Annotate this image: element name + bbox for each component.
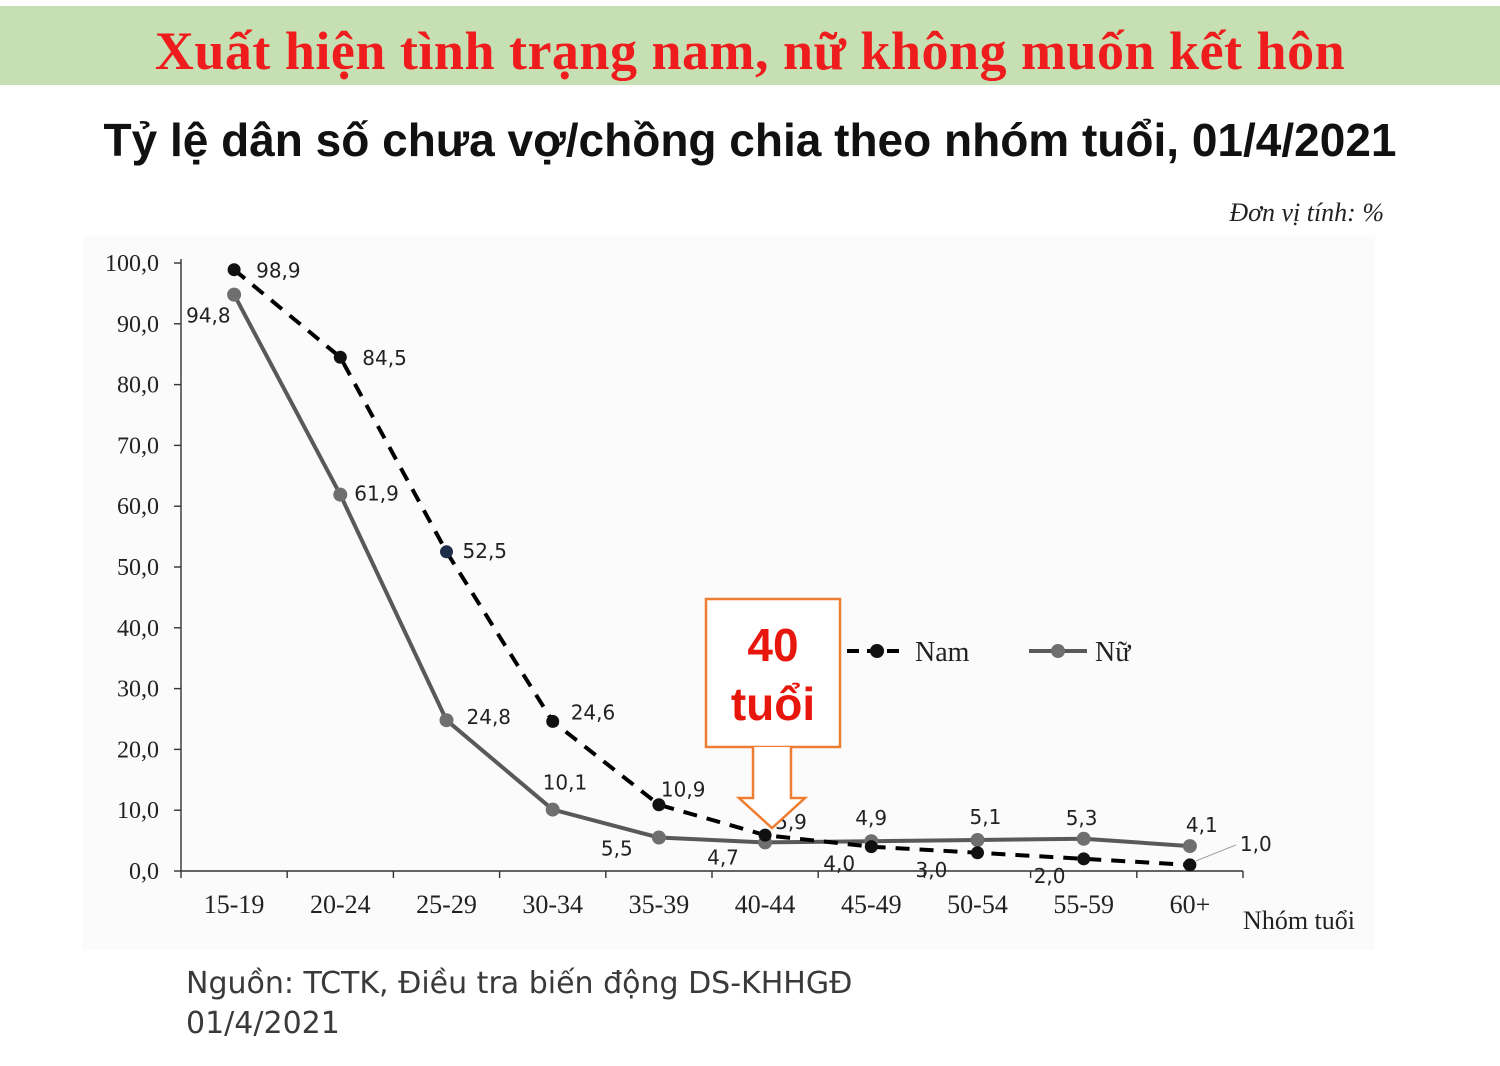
series-nam-line (232, 268, 1191, 867)
source-line-1: Nguồn: TCTK, Điều tra biến động DS-KHHGĐ (186, 966, 853, 1001)
y-tick-label: 30,0 (117, 677, 159, 703)
series-nu-data-label: 10,1 (543, 771, 588, 795)
series-nam-point (971, 846, 984, 860)
series-nam-point (1077, 852, 1091, 866)
y-tick-label: 90,0 (117, 312, 159, 338)
series-nu-point (545, 802, 560, 817)
series-nu-data-label: 5,1 (970, 805, 1002, 829)
series-nam-point (227, 263, 241, 277)
y-tick-label: 100,0 (105, 251, 159, 277)
series-nu-point (970, 832, 985, 847)
series-nu-point (227, 287, 242, 302)
legend-nu-label: Nữ (1095, 637, 1131, 668)
series-nu-point (333, 487, 348, 502)
series-nu-data-label: 94,8 (186, 304, 231, 328)
source-line-2: 01/4/2021 (186, 1006, 340, 1041)
y-tick-label: 40,0 (117, 616, 159, 642)
x-tick-label: 35-39 (629, 890, 690, 919)
series-nam-data-label: 98,9 (256, 259, 301, 283)
series-nu-point (439, 713, 454, 728)
line-chart: 0,0 10,0 20,0 30,0 40,0 50,0 60,0 70,0 80,0 90,0 1… (105, 251, 1355, 935)
series-nu-data-label: 24,8 (467, 705, 512, 729)
series-nam-data-label: 10,9 (661, 778, 706, 802)
series-nu-point (651, 830, 666, 845)
series-nam-data-label: 3,0 (916, 858, 948, 882)
x-tick-label: 55-59 (1053, 890, 1114, 919)
series-nam-data-label: 1,0 (1240, 832, 1272, 856)
y-tick-label: 10,0 (117, 798, 159, 824)
y-tick-label: 20,0 (117, 737, 159, 763)
unit-label: Đơn vị tính: % (1229, 198, 1384, 227)
data-label-leader (1195, 844, 1237, 862)
series-nam-data-label: 2,0 (1034, 864, 1066, 888)
series-nam-data-label: 24,6 (571, 700, 616, 724)
series-nam-point (1183, 858, 1197, 872)
y-tick-label: 0,0 (129, 859, 159, 885)
series-nu-data-label: 4,9 (855, 806, 887, 830)
series-nam-point (440, 545, 453, 559)
series-nu-data-label: 5,5 (601, 837, 633, 861)
y-tick-label: 80,0 (117, 373, 159, 399)
series-nam-point (864, 840, 878, 854)
series-nam-point (546, 714, 560, 728)
callout-text-line-2: tuổi (731, 678, 815, 730)
source-note: Nguồn: TCTK, Điều tra biến động DS-KHHGĐ… (186, 964, 852, 1044)
x-tick-label: 15-19 (204, 890, 265, 919)
series-nu-data-label: 5,3 (1066, 806, 1098, 830)
x-axis-title: Nhóm tuổi (1243, 906, 1355, 935)
x-tick-label: 25-29 (416, 890, 477, 919)
title-banner: Xuất hiện tình trạng nam, nữ không muốn … (0, 6, 1500, 85)
callout-text-line-1: 40 (747, 619, 798, 671)
series-nam-data-label: 52,5 (463, 539, 508, 563)
x-tick-label: 50-54 (947, 890, 1008, 919)
series-nu-data-label: 4,7 (707, 845, 739, 869)
chart-subtitle: Tỷ lệ dân số chưa vợ/chồng chia theo nhó… (103, 114, 1397, 166)
series-nam-data-label: 4,0 (823, 852, 855, 876)
legend-nam-label: Nam (915, 637, 970, 668)
series-nu-line (232, 293, 1191, 849)
y-tick-label: 50,0 (117, 555, 159, 581)
series-nu-data-label: 61,9 (354, 482, 399, 506)
series-nu-point (1182, 839, 1197, 854)
y-tick-label: 60,0 (117, 494, 159, 520)
x-tick-label: 40-44 (735, 890, 796, 919)
chart-area: 0,0 10,0 20,0 30,0 40,0 50,0 60,0 70,0 80,0 90,0 1… (83, 236, 1375, 950)
x-tick-label: 45-49 (841, 890, 902, 919)
legend-nu-marker (1051, 644, 1065, 658)
series-nu-point (1076, 831, 1091, 846)
x-tick-label: 20-24 (310, 890, 371, 919)
callout-arrow (735, 747, 809, 830)
series-nam-data-label: 84,5 (362, 346, 407, 370)
x-tick-label: 30-34 (522, 890, 583, 919)
series-nam-point (758, 828, 772, 842)
series-nu-data-label: 4,1 (1186, 813, 1218, 837)
x-tick-label: 60+ (1170, 890, 1211, 919)
page-title: Xuất hiện tình trạng nam, nữ không muốn … (154, 21, 1346, 81)
y-tick-label: 70,0 (117, 433, 159, 459)
legend-nam-marker (870, 644, 884, 658)
series-nam-point (652, 798, 666, 812)
series-nam-point (333, 350, 347, 364)
